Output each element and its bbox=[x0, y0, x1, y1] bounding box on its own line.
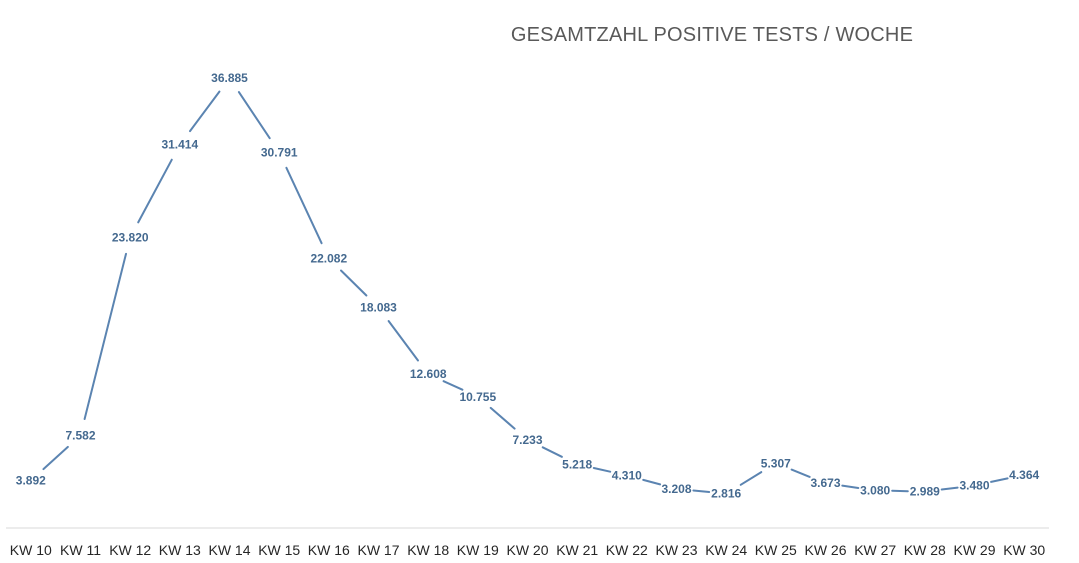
x-tick-label: KW 13 bbox=[159, 542, 201, 558]
x-tick-label: KW 27 bbox=[854, 542, 896, 558]
x-tick-label: KW 21 bbox=[556, 542, 598, 558]
data-label: 3.480 bbox=[959, 479, 989, 493]
series-line-segment bbox=[137, 158, 173, 224]
series-line-segment bbox=[340, 269, 368, 297]
data-label: 2.816 bbox=[711, 487, 741, 501]
series-line-segment bbox=[237, 91, 271, 140]
series-line-segment bbox=[489, 406, 516, 430]
series-line-segment bbox=[541, 446, 563, 458]
series-line-segment bbox=[42, 445, 69, 471]
series-line-segment bbox=[189, 90, 221, 133]
chart-title: GESAMTZAHL POSITIVE TESTS / WOCHE bbox=[510, 24, 914, 46]
data-label: 36.885 bbox=[211, 71, 248, 85]
series-line-segment bbox=[285, 166, 323, 245]
data-label: 7.233 bbox=[512, 433, 542, 447]
x-tick-label: KW 30 bbox=[1003, 542, 1045, 558]
data-label: 22.082 bbox=[310, 252, 347, 266]
data-label: 3.208 bbox=[661, 482, 691, 496]
data-label: 3.080 bbox=[860, 483, 890, 497]
x-tick-label: KW 23 bbox=[655, 542, 697, 558]
series-line-segment bbox=[841, 484, 860, 489]
series-line-segment bbox=[790, 468, 811, 478]
data-label: 4.310 bbox=[612, 468, 642, 482]
x-tick-label: KW 18 bbox=[407, 542, 449, 558]
x-tick-label: KW 25 bbox=[755, 542, 797, 558]
data-label: 3.673 bbox=[810, 476, 840, 490]
data-label: 10.755 bbox=[459, 390, 496, 404]
data-label: 23.820 bbox=[112, 230, 149, 244]
x-tick-label: KW 14 bbox=[208, 542, 250, 558]
series-line-segment bbox=[940, 486, 959, 491]
x-tick-label: KW 28 bbox=[904, 542, 946, 558]
x-tick-label: KW 15 bbox=[258, 542, 300, 558]
x-tick-label: KW 22 bbox=[606, 542, 648, 558]
data-label: 30.791 bbox=[261, 145, 298, 159]
data-label: 5.218 bbox=[562, 457, 592, 471]
series-line-segment bbox=[692, 489, 711, 493]
series-line-segment bbox=[83, 252, 127, 420]
series-line-segment bbox=[739, 471, 763, 486]
data-label: 31.414 bbox=[161, 138, 198, 152]
x-tick-label: KW 16 bbox=[308, 542, 350, 558]
x-tick-label: KW 29 bbox=[953, 542, 995, 558]
x-tick-label: KW 26 bbox=[804, 542, 846, 558]
x-tick-label: KW 12 bbox=[109, 542, 151, 558]
data-label: 3.892 bbox=[16, 474, 46, 488]
x-tick-label: KW 19 bbox=[457, 542, 499, 558]
x-tick-label: KW 11 bbox=[60, 542, 101, 558]
series-line-segment bbox=[990, 477, 1009, 483]
x-tick-label: KW 17 bbox=[357, 542, 399, 558]
data-label: 12.608 bbox=[410, 367, 447, 381]
x-tick-label: KW 20 bbox=[506, 542, 548, 558]
data-label: 4.364 bbox=[1009, 468, 1039, 482]
series-line-segment bbox=[442, 380, 464, 391]
series-line-segment bbox=[642, 478, 662, 486]
data-label: 2.989 bbox=[910, 485, 940, 499]
data-label: 5.307 bbox=[761, 456, 791, 470]
x-tick-label: KW 24 bbox=[705, 542, 747, 558]
data-label: 18.083 bbox=[360, 300, 397, 314]
series-line-segment bbox=[592, 467, 612, 473]
series-line-segment bbox=[387, 320, 419, 362]
data-label: 7.582 bbox=[65, 429, 95, 443]
x-tick-label: KW 10 bbox=[10, 542, 52, 558]
